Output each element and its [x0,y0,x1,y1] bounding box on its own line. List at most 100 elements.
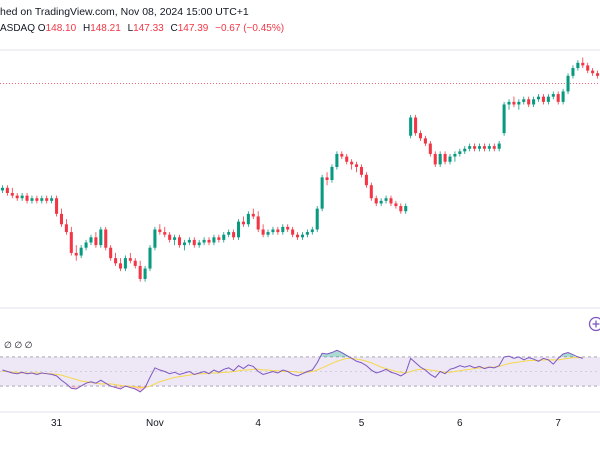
candle-body [409,117,413,136]
rsi-overbought-fill [560,352,576,357]
candle-body [89,237,93,243]
candle-body [418,133,423,139]
candle-body [99,229,103,246]
candle-body [163,232,167,235]
candle-body [25,195,29,201]
candle-body [330,166,334,180]
candle-body [5,187,9,194]
candle-body [10,193,14,196]
candle-body [507,101,511,105]
candle-body [227,232,231,235]
candle-body [59,213,63,225]
candle-body [35,198,39,201]
candle-body [212,237,216,243]
candle-body [217,237,221,240]
candle-body [15,195,19,199]
candle-body [276,229,280,233]
candle-body [404,206,408,212]
candle-body [222,234,226,240]
candle-body [345,156,349,162]
low-label: L [127,23,134,34]
candle-body [40,198,44,201]
candle-body [256,216,260,230]
candle-body [202,239,206,243]
candle-body [291,229,295,235]
add-indicator-button[interactable] [588,316,600,332]
x-tick-label: 6 [457,418,463,429]
candle-body [546,96,550,102]
open-value: 148.10 [45,23,77,34]
chart-header: hed on TradingView.com, Nov 08, 2024 15:… [0,0,600,40]
x-tick-label: Nov [146,418,164,429]
candle-body [310,229,314,233]
candle-body [271,229,275,233]
candle-body [448,156,452,162]
candle-body [522,99,526,102]
rsi-pane [0,349,600,393]
candle-body [158,229,162,233]
candle-body [586,65,590,71]
candle-body [497,143,501,149]
candle-body [443,153,447,162]
high-value: 148.21 [90,23,121,34]
candle-body [532,99,536,105]
candle-body [55,198,59,214]
candle-body [576,62,580,69]
candle-body [502,104,506,134]
candle-body [487,146,491,149]
candle-body [133,260,137,266]
close-label: C [170,23,178,34]
candle-body [128,258,132,261]
candle-body [482,146,486,149]
candle-body [246,213,250,225]
candle-body [379,200,383,204]
high-label: H [82,23,91,34]
candle-body [266,232,270,235]
candle-body [187,239,191,243]
candle-body [369,185,373,199]
open-label: O [37,23,46,34]
candle-body [192,239,196,246]
candle-body [251,213,255,217]
candle-body [596,73,600,76]
candle-body [320,177,324,209]
candle-body [458,151,462,154]
candles-layer [0,57,600,282]
candle-body [556,94,560,102]
x-tick-label: 5 [359,418,365,429]
candle-body [394,203,398,207]
candle-body [143,268,147,279]
x-tick-label: 7 [555,418,561,429]
candle-body [114,258,118,264]
candle-body [463,148,467,152]
candle-body [581,62,585,66]
candle-body [423,138,427,144]
candle-body [182,242,186,246]
candle-body [123,258,127,269]
candle-body [168,234,172,240]
candle-body [571,68,575,76]
time-axis[interactable]: 31Nov45678 [51,418,600,429]
candle-body [30,198,34,201]
candle-body [527,99,531,105]
candle-body [74,252,78,256]
candle-body [315,208,319,230]
candle-body [64,224,68,233]
symbol-label[interactable]: ASDAQ [0,23,36,34]
candle-body [296,234,300,238]
candle-body [79,247,83,256]
candle-body [384,198,388,201]
x-tick-label: 31 [51,418,63,429]
close-value: 147.39 [177,23,209,34]
candle-body [517,101,521,105]
candle-body [477,146,482,149]
candle-body [325,177,329,180]
x-tick-label: 4 [255,418,261,429]
candle-body [300,234,304,238]
candle-body [414,117,418,134]
candle-body [94,237,98,246]
candle-body [468,146,472,149]
candle-body [359,166,363,175]
candle-body [104,229,108,248]
